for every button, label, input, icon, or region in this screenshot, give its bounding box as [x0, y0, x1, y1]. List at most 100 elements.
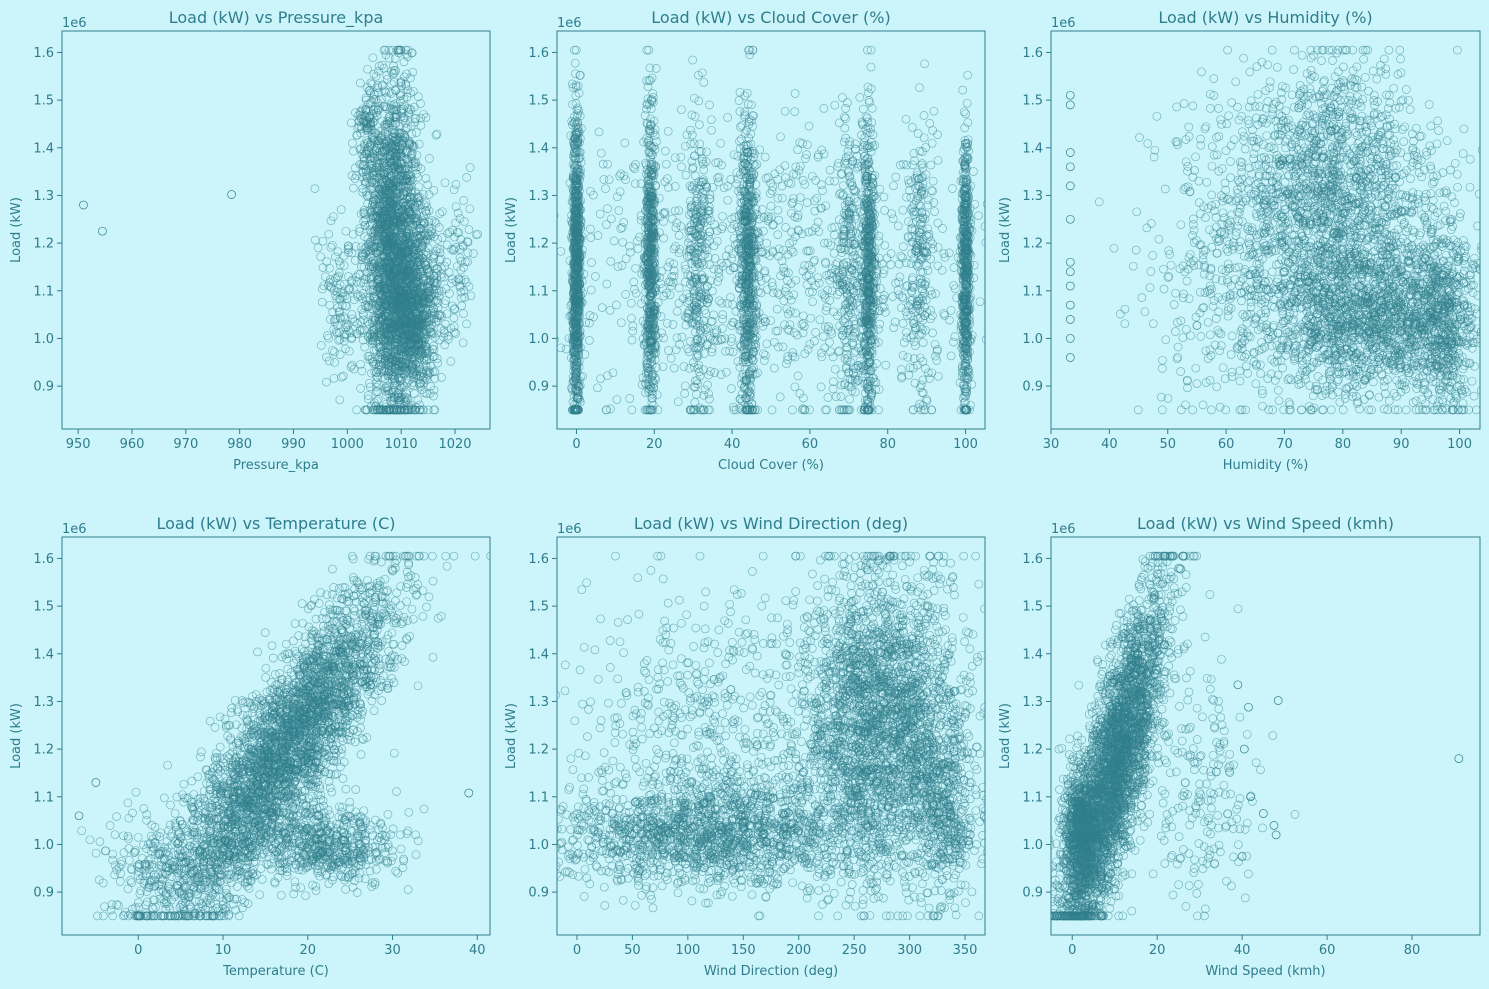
data-point	[392, 190, 402, 200]
data-point	[385, 261, 395, 271]
data-point	[372, 368, 381, 377]
data-point	[372, 378, 381, 388]
data-point	[385, 341, 395, 351]
data-point	[391, 151, 401, 161]
data-point	[378, 156, 388, 165]
data-point	[377, 373, 387, 382]
y-tick-label: 1.4	[33, 141, 54, 156]
data-point	[376, 241, 386, 251]
data-point	[414, 92, 423, 102]
data-point	[396, 182, 405, 192]
data-point	[357, 305, 367, 314]
subplot-1: 950 960 970 980 990 1000 1010 10200.91.01.11.21…	[9, 8, 491, 473]
data-point	[389, 250, 399, 260]
data-point	[403, 200, 413, 210]
data-point	[382, 145, 392, 154]
data-point	[379, 366, 388, 376]
data-point	[422, 209, 431, 218]
data-point	[347, 171, 357, 180]
x-tick-label: 1020	[438, 437, 471, 452]
data-point	[371, 294, 380, 304]
data-point	[360, 176, 370, 186]
data-point	[397, 405, 407, 415]
data-point	[419, 109, 428, 119]
data-point	[380, 128, 390, 138]
data-point	[388, 141, 397, 151]
data-point	[366, 330, 375, 340]
data-point	[414, 139, 424, 149]
data-point	[375, 267, 385, 277]
data-point	[370, 398, 379, 408]
data-point	[430, 332, 440, 342]
x-tick-label: 950	[66, 437, 91, 452]
data-point	[395, 151, 405, 161]
data-point	[368, 53, 378, 63]
data-point	[373, 139, 383, 149]
data-point	[370, 259, 379, 269]
data-point	[416, 164, 426, 173]
data-point	[432, 129, 442, 139]
data-point	[358, 253, 368, 262]
data-point	[371, 313, 381, 323]
data-point	[374, 61, 384, 71]
data-point	[373, 365, 383, 375]
data-point	[372, 372, 381, 382]
data-point	[411, 159, 420, 168]
data-point	[387, 150, 396, 160]
data-point	[373, 405, 382, 415]
data-point	[369, 272, 378, 282]
data-point	[385, 87, 394, 97]
data-point	[402, 69, 411, 79]
data-point	[365, 295, 375, 305]
data-point	[390, 374, 400, 384]
data-point	[418, 405, 427, 415]
data-point	[360, 205, 369, 215]
data-point	[392, 105, 401, 114]
data-point	[410, 114, 420, 124]
data-point	[393, 177, 402, 187]
data-point	[375, 279, 385, 289]
data-point	[404, 136, 413, 146]
data-point	[374, 178, 384, 188]
data-point	[371, 287, 380, 296]
data-point	[368, 219, 377, 229]
data-point	[391, 167, 401, 177]
subplot-title: Load (kW) vs Pressure_kpa	[169, 8, 384, 28]
data-point	[412, 128, 421, 137]
data-point	[376, 314, 386, 324]
data-point	[364, 379, 374, 388]
y-axis-label: Load (kW)	[9, 197, 24, 263]
data-point	[375, 286, 385, 295]
data-point	[406, 88, 415, 98]
data-point	[403, 225, 412, 234]
data-point	[387, 164, 396, 173]
y-tick-label: 1.5	[33, 94, 54, 109]
data-point	[388, 128, 397, 137]
y-tick-label: 0.9	[33, 380, 54, 395]
data-point	[365, 382, 375, 392]
data-point	[421, 113, 431, 122]
data-point	[376, 304, 386, 313]
data-point	[406, 404, 416, 414]
data-point	[385, 268, 394, 277]
data-point	[425, 154, 434, 163]
data-point	[361, 215, 371, 224]
data-point	[378, 275, 388, 285]
data-point	[400, 161, 409, 171]
data-point	[384, 195, 394, 205]
data-point	[399, 57, 409, 67]
data-point	[409, 86, 418, 96]
data-point	[352, 405, 362, 415]
data-point	[413, 162, 423, 171]
y-tick-label: 1.0	[33, 332, 54, 347]
data-point	[408, 67, 418, 77]
data-point	[359, 310, 368, 320]
data-point	[363, 192, 373, 201]
data-point	[408, 207, 418, 217]
data-point	[401, 124, 411, 133]
data-point	[407, 48, 416, 58]
data-point	[437, 264, 446, 274]
data-point	[377, 140, 386, 150]
data-point	[391, 194, 400, 204]
data-point	[373, 354, 383, 364]
